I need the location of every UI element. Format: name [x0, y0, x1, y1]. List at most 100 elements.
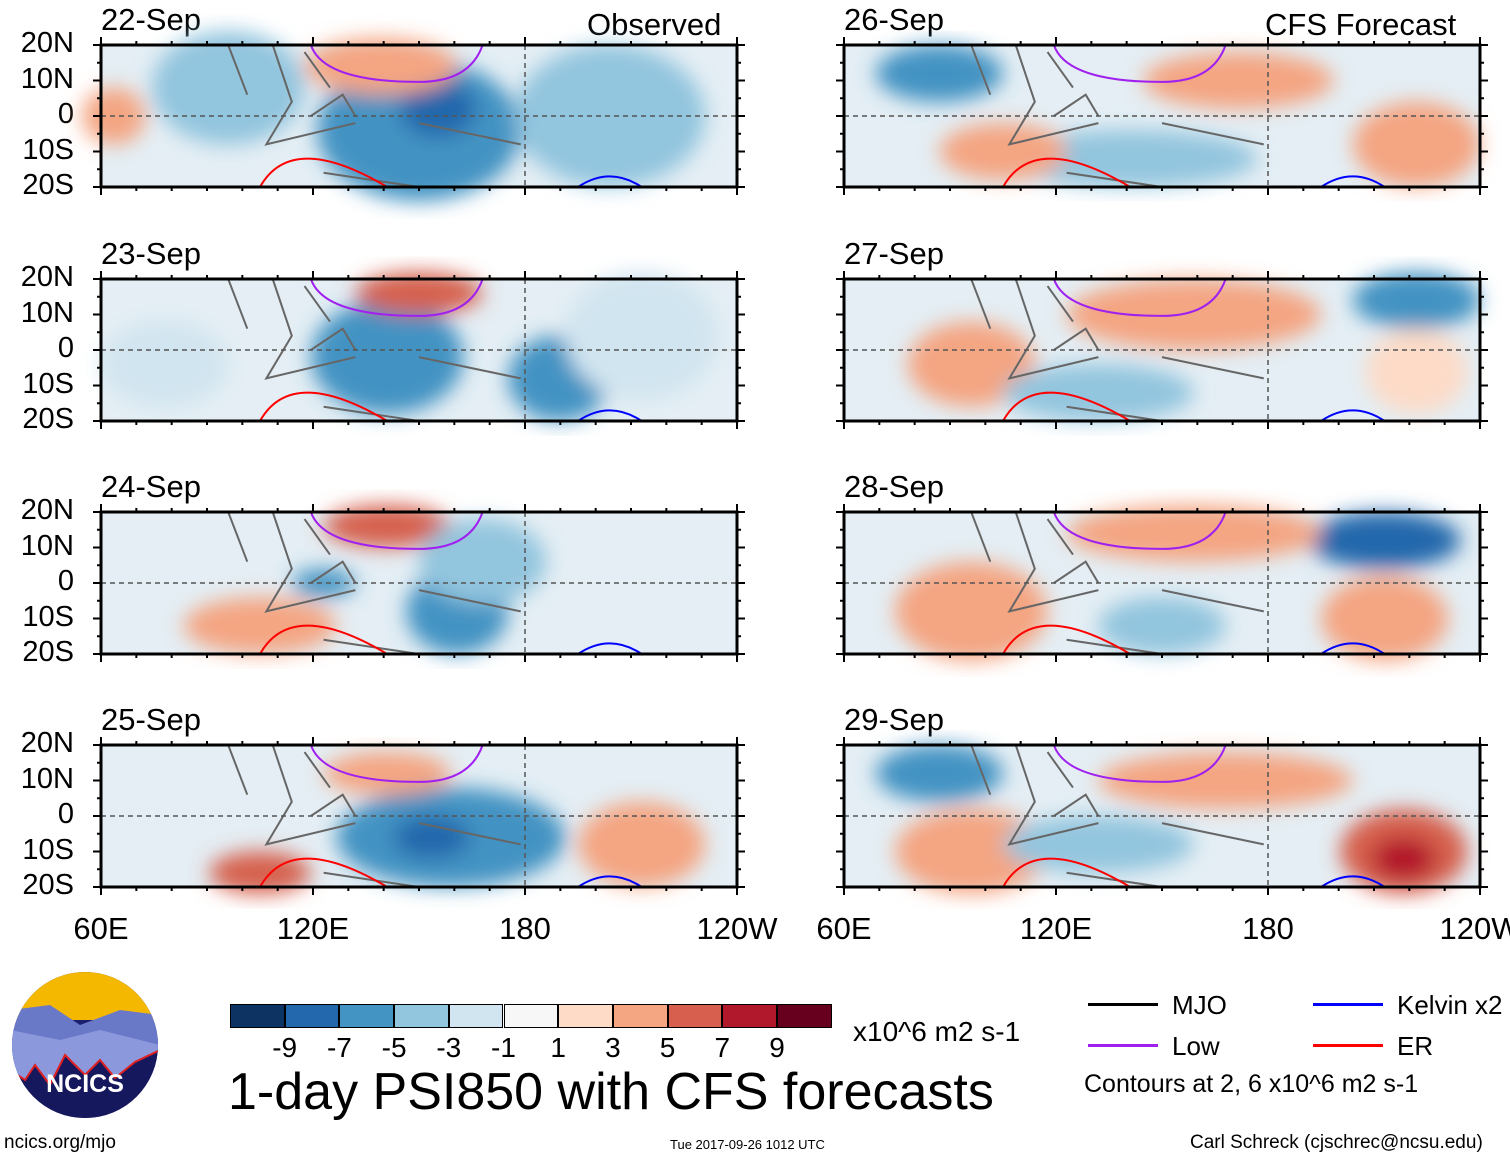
column-header: CFS Forecast [1265, 7, 1457, 42]
lat-tick-label: 20N [20, 727, 74, 759]
colorbar-swatch [667, 1004, 723, 1028]
legend-label: Kelvin x2 [1397, 990, 1503, 1020]
map-panel [93, 737, 745, 895]
colorbar-label: -7 [326, 1032, 352, 1063]
er-contour [259, 157, 388, 188]
figure-title: 1-day PSI850 with CFS forecasts [228, 1063, 994, 1121]
colorbar-swatch [284, 1004, 340, 1028]
panel-date: 22-Sep [101, 2, 201, 37]
lat-tick-label: 10S [22, 833, 74, 866]
map-panel [93, 504, 745, 662]
coastline [227, 278, 521, 422]
logo-text: NCICS [46, 1070, 124, 1098]
anomaly-region [1003, 364, 1194, 421]
footer-url[interactable]: ncics.org/mjo [4, 1132, 116, 1153]
anomaly-region [939, 123, 1067, 180]
map-panel [836, 37, 1488, 195]
lat-tick-label: 0 [57, 98, 74, 130]
colorbar-swatch [394, 1004, 449, 1028]
panel-date: 26-Sep [844, 2, 944, 37]
anomaly-region [323, 752, 451, 795]
anomaly-region [1308, 512, 1461, 569]
lon-tick-label: 60E [816, 911, 872, 946]
anomaly-region [907, 321, 1035, 407]
lon-tick-label: 180 [499, 911, 551, 946]
lat-tick-label: 20S [22, 403, 74, 435]
anomaly-region [1142, 52, 1334, 109]
coastline [970, 44, 1264, 188]
anomaly-region [1352, 101, 1480, 187]
anomaly-region [875, 745, 1003, 802]
map-panel [836, 504, 1488, 662]
er-contour [259, 857, 388, 888]
map-panel [81, 30, 745, 202]
column-header: Observed [587, 7, 722, 42]
colorbar-swatch [230, 1004, 285, 1028]
er-contour [259, 624, 388, 655]
er-contour [259, 391, 388, 422]
anomaly-region [578, 801, 706, 887]
coastline [970, 278, 1264, 422]
lat-tick-label: 10N [20, 62, 74, 95]
coastline [970, 744, 1264, 888]
anomaly-region [304, 37, 458, 95]
colorbar-label: 9 [769, 1032, 785, 1063]
colorbar-swatch [722, 1004, 777, 1028]
kelvin-contour [577, 175, 643, 188]
legend-label: Low [1172, 1031, 1220, 1061]
panel-date: 23-Sep [101, 236, 201, 271]
er-contour [1002, 857, 1131, 888]
colorbar-label: 5 [659, 1032, 676, 1063]
lon-tick-label: 120E [1019, 911, 1093, 946]
low-contour [1052, 278, 1227, 317]
anomaly-region [183, 597, 337, 654]
legend-label: ER [1397, 1031, 1434, 1061]
anomaly-region [894, 561, 1048, 662]
lat-tick-label: 10N [20, 529, 74, 562]
low-contour [309, 44, 484, 83]
lat-tick-label: 0 [57, 798, 74, 830]
lon-tick-label: 120W [1439, 911, 1510, 946]
colorbar-label: -3 [436, 1032, 462, 1063]
panel-date: 28-Sep [844, 469, 944, 504]
coastline [970, 511, 1264, 655]
lat-tick-label: 20N [20, 494, 74, 526]
lat-tick-label: 10S [22, 367, 74, 400]
colorbar-label: 1 [550, 1032, 566, 1063]
anomaly-region [310, 300, 464, 414]
lat-tick-label: 10N [20, 296, 74, 329]
lat-tick-label: 20S [22, 636, 74, 668]
legend-line [1313, 1044, 1383, 1047]
colorbar-swatch [339, 1004, 395, 1028]
coastline [227, 744, 521, 888]
anomaly-region [1066, 279, 1321, 350]
anomaly-region [1098, 597, 1226, 654]
er-contour [1002, 391, 1131, 422]
kelvin-contour [1320, 875, 1386, 888]
colorbar-label: -9 [272, 1032, 298, 1063]
anomaly-region [355, 271, 483, 315]
colorbar-swatch [612, 1004, 668, 1028]
anomaly-region [1352, 271, 1480, 329]
ncics-logo: NCICS [12, 972, 158, 1118]
lat-tick-label: 20S [22, 869, 74, 901]
low-contour [309, 744, 484, 783]
lat-tick-label: 10S [22, 600, 74, 633]
lat-tick-label: 10N [20, 762, 74, 795]
colorbar-swatch [777, 1004, 832, 1028]
anomaly-region [1098, 752, 1353, 809]
map-panel [93, 271, 745, 429]
anomaly-region [1371, 837, 1436, 880]
lat-tick-label: 0 [57, 332, 74, 364]
kelvin-contour [1320, 409, 1386, 422]
panel-date: 25-Sep [101, 702, 201, 737]
lon-tick-label: 120W [696, 911, 778, 946]
lon-tick-label: 120E [276, 911, 350, 946]
colorbar-label: -1 [491, 1032, 516, 1063]
lat-tick-label: 20S [22, 169, 74, 201]
anomaly-region [1003, 130, 1258, 187]
colorbar-swatch [448, 1004, 504, 1028]
kelvin-contour [577, 409, 643, 422]
anomaly-region [151, 30, 305, 145]
colorbar-label: -5 [381, 1032, 407, 1063]
